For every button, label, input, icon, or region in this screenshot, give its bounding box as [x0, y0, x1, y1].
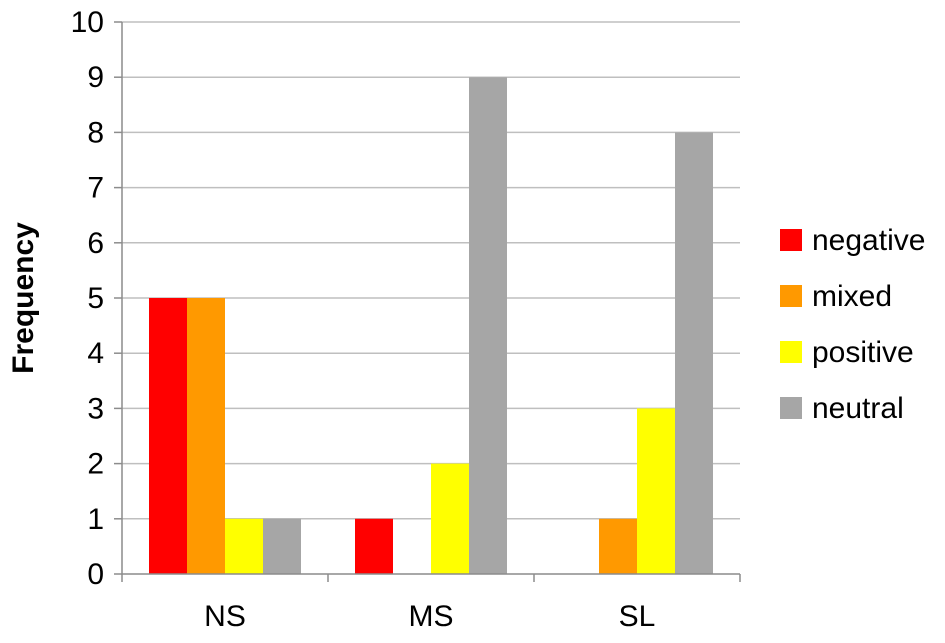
- x-tick-label: SL: [619, 600, 656, 633]
- bar-ms-neutral: [469, 77, 507, 574]
- legend-label-negative: negative: [812, 224, 925, 257]
- bar-sl-mixed: [599, 518, 637, 574]
- legend-swatch-positive: [780, 341, 802, 363]
- legend-swatch-mixed: [780, 285, 802, 307]
- bar-sl-neutral: [675, 132, 713, 574]
- x-tick-label: MS: [409, 600, 454, 633]
- y-tick-label: 7: [87, 172, 104, 205]
- y-tick-label: 0: [87, 558, 104, 591]
- bars: [149, 77, 713, 574]
- x-tick-labels: NS MS SL: [204, 600, 655, 633]
- legend-swatch-neutral: [780, 397, 802, 419]
- bar-ms-positive: [431, 463, 469, 574]
- x-tick-label: NS: [204, 600, 246, 633]
- legend-label-mixed: mixed: [812, 280, 892, 313]
- y-tick-labels: 0 1 2 3 4 5 6 7 8 9 10: [71, 6, 104, 591]
- y-tick-label: 3: [87, 392, 104, 425]
- bar-ms-negative: [355, 518, 393, 574]
- bar-ns-negative: [149, 298, 187, 574]
- y-tick-label: 6: [87, 227, 104, 260]
- y-tick-label: 1: [87, 503, 104, 536]
- bar-ns-positive: [225, 518, 263, 574]
- y-tick-label: 4: [87, 337, 104, 370]
- legend-label-neutral: neutral: [812, 392, 904, 425]
- bar-ns-neutral: [263, 518, 301, 574]
- legend-swatch-negative: [780, 229, 802, 251]
- bar-sl-positive: [637, 408, 675, 574]
- y-tick-label: 5: [87, 282, 104, 315]
- y-tick-label: 9: [87, 61, 104, 94]
- legend-label-positive: positive: [812, 336, 914, 369]
- y-tick-label: 2: [87, 448, 104, 481]
- y-tick-label: 8: [87, 116, 104, 149]
- bar-ns-mixed: [187, 298, 225, 574]
- y-tick-label: 10: [71, 6, 104, 39]
- axes: [114, 21, 741, 582]
- legend: negative mixed positive neutral: [780, 224, 925, 425]
- y-axis-title: Frequency: [7, 222, 40, 374]
